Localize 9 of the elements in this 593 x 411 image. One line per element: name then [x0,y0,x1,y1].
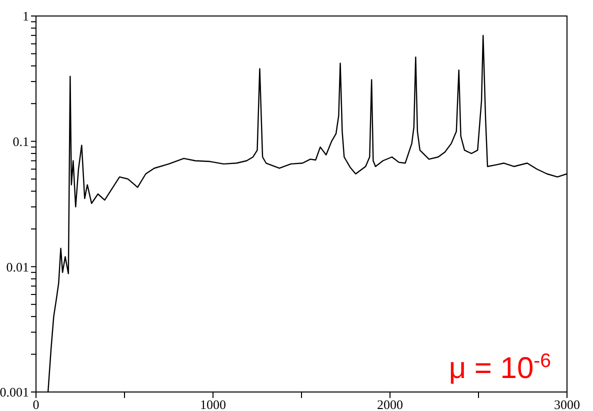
y-tick-label: 1 [22,8,29,24]
y-tick-label: 0.01 [6,259,29,274]
x-tick-label: 3000 [554,397,580,411]
y-tick-label: 0.1 [12,134,29,149]
annotation: μ = 10$^{-6}$ [448,350,551,385]
x-tick-label: 2000 [377,397,403,411]
x-tick-label: 0 [32,397,40,411]
y-tick-label: 0.001 [0,384,29,400]
x-tick-label: 1000 [200,397,226,411]
